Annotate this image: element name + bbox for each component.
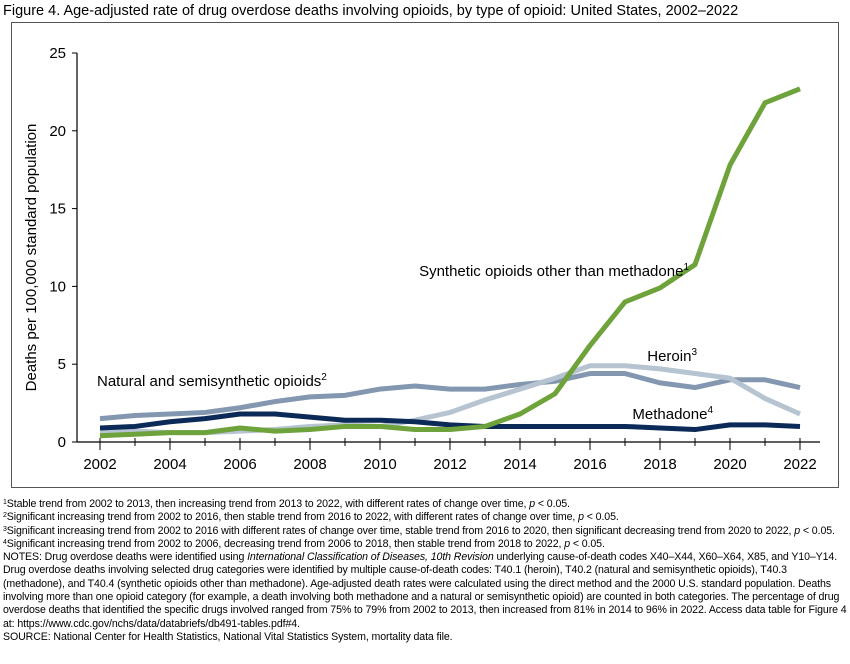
y-tick-label: 20 bbox=[49, 123, 66, 140]
y-tick-label: 10 bbox=[49, 278, 66, 295]
series-label: Methadone4 bbox=[632, 405, 713, 423]
y-tick-label: 5 bbox=[58, 356, 66, 373]
x-tick-label: 2012 bbox=[433, 456, 466, 473]
figure-frame bbox=[11, 22, 839, 488]
footnote-4: 4Significant increasing trend from 2002 … bbox=[3, 537, 605, 550]
y-tick-label: 25 bbox=[49, 45, 66, 62]
line-chart: 0 5 10 15 20 25 2002 2004 2006 2008 2010 2012 2014 20… bbox=[23, 45, 820, 473]
series-label: Natural and semisynthetic opioids2 bbox=[97, 372, 327, 390]
notes-text: NOTES: Drug overdose deaths were identif… bbox=[3, 551, 847, 630]
x-tick-label: 2010 bbox=[363, 456, 396, 473]
x-tick-label: 2016 bbox=[573, 456, 606, 473]
footnote-2: 2Significant increasing trend from 2002 … bbox=[3, 511, 619, 524]
x-tick-label: 2006 bbox=[223, 456, 256, 473]
footnote-3: 3Significant increasing trend from 2002 … bbox=[3, 524, 835, 537]
y-tick-label: 0 bbox=[58, 434, 66, 451]
y-tick-label: 15 bbox=[49, 201, 66, 218]
x-tick-label: 2002 bbox=[83, 456, 116, 473]
x-tick-label: 2020 bbox=[713, 456, 746, 473]
series-label: Heroin3 bbox=[647, 347, 697, 365]
source-text: SOURCE: National Center for Health Stati… bbox=[3, 630, 453, 643]
x-tick-label: 2004 bbox=[153, 456, 186, 473]
x-tick-label: 2022 bbox=[783, 456, 816, 473]
y-axis-label: Deaths per 100,000 standard population bbox=[23, 124, 40, 392]
figure-title: Figure 4. Age-adjusted rate of drug over… bbox=[3, 3, 739, 19]
x-tick-label: 2008 bbox=[293, 456, 326, 473]
footnotes: 1Stable trend from 2002 to 2013, then in… bbox=[3, 498, 848, 644]
footnote-1: 1Stable trend from 2002 to 2013, then in… bbox=[3, 498, 570, 510]
series-label: Synthetic opioids other than methadone1 bbox=[419, 262, 689, 280]
x-tick-label: 2014 bbox=[503, 456, 536, 473]
x-tick-label: 2018 bbox=[643, 456, 676, 473]
